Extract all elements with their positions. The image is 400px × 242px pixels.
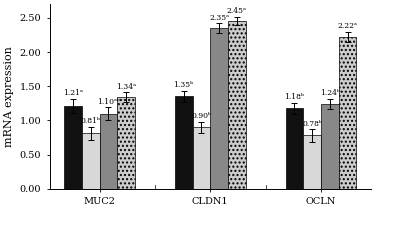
Bar [82, 133, 100, 189]
Text: 2.35ᵃ: 2.35ᵃ [209, 14, 229, 22]
Bar [100, 113, 117, 189]
Bar [228, 21, 246, 189]
Bar [175, 97, 192, 189]
Text: 1.35ᵇ: 1.35ᵇ [174, 81, 194, 89]
Text: 1.21ᵃ: 1.21ᵃ [63, 90, 83, 98]
Bar [321, 104, 339, 189]
Text: 0.78ᵇ: 0.78ᵇ [302, 120, 322, 128]
Text: 1.24ᵇ: 1.24ᵇ [320, 89, 340, 97]
Bar [192, 127, 210, 189]
Bar [303, 136, 321, 189]
Bar [117, 97, 135, 189]
Text: 1.10ᵃᵇ: 1.10ᵃᵇ [97, 98, 120, 106]
Text: 1.18ᵇ: 1.18ᵇ [284, 93, 304, 101]
Y-axis label: mRNA expression: mRNA expression [4, 46, 14, 147]
Bar [210, 28, 228, 189]
Text: 0.90ᵇ: 0.90ᵇ [192, 112, 212, 120]
Bar [64, 106, 82, 189]
Text: 0.81ᵇ: 0.81ᵇ [81, 117, 101, 125]
Text: 1.34ᵃ: 1.34ᵃ [116, 83, 136, 91]
Text: 2.22ᵃ: 2.22ᵃ [338, 23, 358, 30]
Bar [286, 108, 303, 189]
Bar [339, 37, 356, 189]
Text: 2.45ᵃ: 2.45ᵃ [227, 8, 247, 15]
